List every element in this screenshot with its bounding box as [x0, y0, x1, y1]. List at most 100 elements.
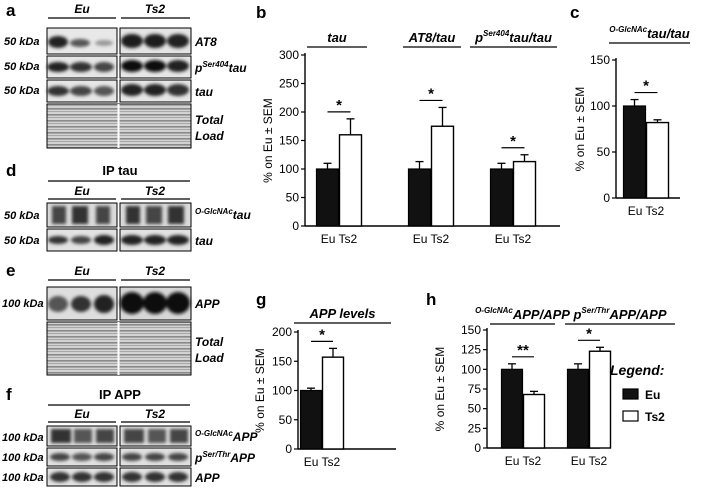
x-tick-label: Eu Ts2 [321, 232, 358, 246]
y-tick-label: 100 [279, 162, 299, 176]
panel-letter-h: h [426, 290, 436, 309]
blot-kda-label: 100 kDa [2, 298, 44, 310]
group-title: tau [327, 30, 347, 45]
blot-panel-f: IP APP Eu Ts2 100 kDa O-GlcNAcAPP 100 k [2, 387, 258, 487]
significance-marker: ** [517, 342, 529, 359]
x-tick-label: Eu Ts2 [495, 232, 532, 246]
y-tick-label: 0 [285, 442, 292, 456]
bar-eu [315, 168, 340, 227]
legend-label-eu: Eu [645, 388, 660, 402]
bar-eu [622, 105, 647, 199]
significance-marker: * [643, 78, 649, 95]
y-tick-label: 200 [279, 105, 299, 119]
x-tick-label: Eu Ts2 [571, 454, 608, 468]
blot-kda-label: 50 kDa [4, 36, 39, 48]
x-tick-label: Eu Ts2 [413, 232, 450, 246]
significance-marker: * [586, 325, 592, 342]
bar-chart-b: 0 50 100 150 200 250 300 % on Eu ± SEM * tau Eu Ts… [261, 29, 560, 246]
panel-letter-b: b [256, 3, 266, 22]
group-label-ts2: Ts2 [145, 2, 166, 16]
y-axis-label: % on Eu ± SEM [573, 87, 587, 172]
blot-protein-label: pSer/ThrAPP [194, 450, 256, 465]
group-label-eu: Eu [74, 184, 90, 198]
y-tick-label: 50 [597, 145, 611, 159]
significance-marker: * [336, 97, 342, 114]
y-tick-label: 125 [461, 343, 481, 357]
y-axis-label: % on Eu ± SEM [253, 348, 267, 433]
group-label-ts2: Ts2 [145, 407, 166, 421]
blot-protein-label: tau [195, 85, 214, 99]
y-tick-label: 250 [279, 77, 299, 91]
y-tick-label: 0 [292, 219, 299, 233]
legend-label-ts2: Ts2 [645, 410, 665, 424]
legend-title: Legend: [610, 362, 664, 378]
group-title: APP levels [308, 306, 375, 321]
group-title: pSer404tau/tau [474, 29, 552, 45]
legend-swatch-ts2 [622, 410, 639, 422]
group-title: O-GlcNAcAPP/APP [475, 306, 570, 322]
y-tick-label: 100 [461, 362, 481, 376]
panel-letter-c: c [570, 3, 579, 22]
blot-kda-label: 50 kDa [4, 61, 39, 73]
total-load-label: Total Load [195, 335, 224, 365]
bar-eu [566, 368, 590, 449]
legend-swatch-eu [622, 388, 639, 400]
y-tick-label: 150 [279, 134, 299, 148]
blot-kda-label: 100 kDa [2, 452, 44, 464]
blot-kda-label: 50 kDa [4, 210, 39, 222]
significance-marker: * [428, 85, 434, 102]
group-label-eu: Eu [74, 264, 90, 278]
y-tick-label: 100 [272, 384, 292, 398]
y-tick-label: 150 [461, 323, 481, 337]
significance-marker: * [510, 133, 516, 150]
bar-ts2 [512, 160, 537, 227]
group-label-ts2: Ts2 [145, 264, 166, 278]
y-tick-label: 200 [272, 325, 292, 339]
group-title: pSer/ThrAPP/APP [572, 306, 666, 322]
bar-ts2 [588, 350, 612, 449]
group-label-ts2: Ts2 [145, 184, 166, 198]
blot-protein-label: APP [194, 471, 221, 485]
x-tick-label: Eu Ts2 [628, 204, 665, 218]
group-label-eu: Eu [74, 2, 90, 16]
y-tick-label: 0 [603, 191, 610, 205]
y-tick-label: 100 [590, 99, 610, 113]
group-title: AT8/tau [408, 30, 456, 45]
panel-letter-a: a [6, 1, 16, 20]
blot-panel-e: Eu Ts2 100 kDa APP Total Load [2, 264, 224, 376]
y-tick-label: 150 [590, 53, 610, 67]
y-axis-label: % on Eu ± SEM [433, 347, 447, 432]
blot-protein-label: APP [194, 297, 221, 311]
legend: Legend: Eu Ts2 [610, 362, 665, 424]
y-tick-label: 50 [468, 402, 482, 416]
blot-protein-label: tau [195, 234, 214, 248]
group-label-eu: Eu [74, 407, 90, 421]
blot-protein-label: O-GlcNActau [195, 207, 251, 222]
panel-letter-g: g [256, 290, 266, 309]
total-load-label: Total Load [195, 113, 224, 143]
ip-header: IP APP [99, 387, 141, 402]
blot-kda-label: 50 kDa [4, 235, 39, 247]
blot-protein-label: AT8 [194, 35, 217, 49]
y-tick-label: 25 [468, 421, 482, 435]
blot-protein-label: pSer404tau [194, 60, 247, 75]
bar-eu [407, 168, 432, 227]
bar-ts2 [645, 121, 670, 199]
y-tick-label: 150 [272, 354, 292, 368]
blot-panel-d: IP tau Eu Ts2 50 kDa O-GlcNActau 50 kDa [4, 163, 251, 252]
panel-letter-e: e [6, 261, 15, 280]
panel-letter-f: f [6, 385, 12, 404]
y-tick-label: 75 [468, 382, 482, 396]
bar-ts2 [430, 125, 455, 227]
y-tick-label: 50 [286, 191, 300, 205]
bar-chart-g: 0 50 100 150 200 % on Eu ± SEM * APP levels Eu T… [253, 306, 396, 469]
y-tick-label: 300 [279, 48, 299, 62]
blot-kda-label: 50 kDa [4, 85, 39, 97]
y-tick-label: 50 [279, 413, 293, 427]
blot-protein-label: O-GlcNAcAPP [195, 429, 258, 444]
bar-eu [299, 389, 323, 450]
significance-marker: * [319, 326, 325, 343]
y-tick-label: 0 [474, 441, 481, 455]
bar-ts2 [338, 134, 363, 227]
